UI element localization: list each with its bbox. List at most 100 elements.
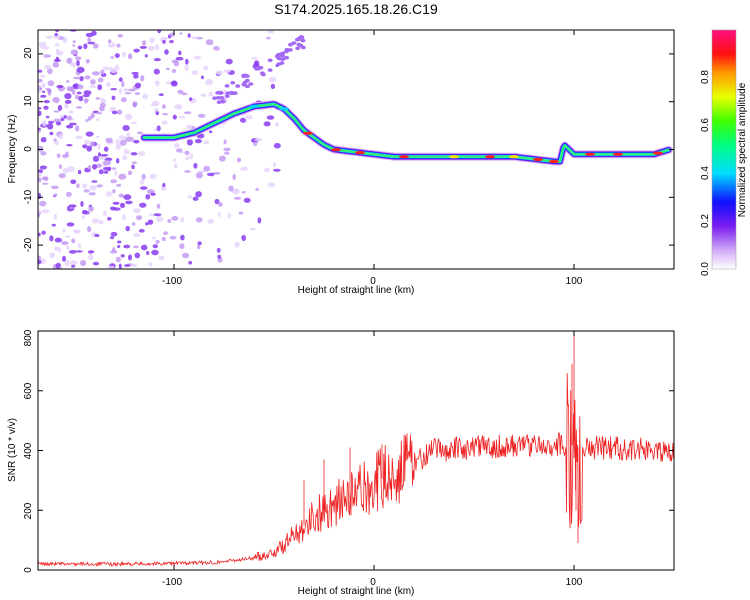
noise-speckle — [291, 41, 297, 45]
noise-speckle — [141, 173, 146, 180]
noise-speckle — [182, 252, 190, 259]
noise-speckle — [175, 56, 184, 61]
noise-speckle — [85, 59, 90, 64]
noise-speckle — [158, 93, 164, 97]
noise-speckle — [116, 158, 120, 164]
noise-speckle — [125, 113, 133, 121]
noise-speckle — [255, 188, 260, 191]
noise-speckle — [53, 213, 58, 220]
noise-speckle — [58, 247, 62, 253]
noise-speckle — [225, 58, 233, 65]
noise-speckle — [97, 143, 101, 150]
noise-speckle — [142, 93, 149, 100]
spectrogram-x-tick: 0 — [370, 276, 376, 287]
noise-speckle — [98, 220, 104, 225]
noise-speckle — [154, 44, 160, 51]
noise-speckle — [77, 45, 83, 50]
noise-speckle — [54, 237, 62, 243]
noise-speckle — [200, 75, 204, 80]
noise-speckle — [156, 216, 164, 222]
noise-speckle — [125, 225, 130, 232]
noise-speckle — [267, 68, 273, 72]
noise-speckle — [134, 252, 141, 259]
noise-speckle — [270, 83, 276, 90]
noise-speckle — [62, 36, 68, 43]
noise-speckle — [57, 104, 63, 111]
noise-speckle — [227, 212, 231, 219]
noise-speckle — [242, 73, 248, 78]
noise-speckle — [122, 51, 127, 58]
noise-speckle — [65, 80, 70, 83]
noise-speckle — [38, 255, 41, 261]
noise-speckle — [177, 89, 184, 95]
noise-speckle — [114, 170, 118, 176]
snr-y-tick: 600 — [23, 382, 34, 399]
noise-speckle — [133, 208, 141, 214]
noise-speckle — [195, 217, 203, 223]
spectral-peak — [449, 155, 459, 159]
noise-speckle — [58, 266, 62, 269]
noise-speckle — [103, 160, 112, 166]
noise-speckle — [96, 135, 100, 139]
noise-speckle — [66, 222, 75, 227]
noise-speckle — [133, 48, 140, 53]
noise-speckle — [223, 89, 227, 96]
noise-speckle — [203, 140, 210, 145]
noise-speckle — [203, 65, 209, 71]
noise-speckle — [92, 164, 97, 170]
noise-speckle — [120, 254, 125, 258]
noise-speckle — [76, 183, 80, 188]
noise-speckle — [156, 203, 161, 209]
noise-speckle — [60, 117, 64, 122]
noise-speckle — [38, 107, 42, 110]
noise-speckle — [68, 87, 75, 92]
noise-speckle — [144, 54, 148, 58]
noise-speckle — [298, 35, 304, 40]
noise-speckle — [107, 39, 112, 44]
noise-speckle — [259, 71, 265, 75]
noise-speckle — [136, 131, 144, 135]
noise-speckle — [47, 80, 55, 87]
noise-speckle — [45, 115, 50, 119]
noise-speckle — [110, 179, 117, 184]
noise-speckle — [61, 241, 69, 245]
spectral-peak — [613, 152, 623, 156]
noise-speckle — [39, 41, 44, 48]
noise-speckle — [64, 93, 72, 100]
noise-speckle — [116, 43, 121, 48]
noise-speckle — [43, 105, 49, 110]
noise-speckle — [39, 165, 48, 170]
noise-speckle — [48, 120, 54, 124]
noise-speckle — [65, 191, 72, 197]
spectral-peak — [303, 131, 313, 135]
noise-speckle — [195, 172, 203, 179]
noise-speckle — [125, 200, 133, 205]
noise-speckle — [56, 50, 64, 56]
noise-speckle — [83, 90, 92, 96]
noise-speckle — [50, 185, 59, 189]
noise-speckle — [115, 139, 120, 144]
spectrogram-x-tick: -100 — [162, 276, 182, 287]
noise-speckle — [39, 200, 47, 207]
noise-speckle — [151, 249, 159, 256]
noise-speckle — [295, 46, 301, 51]
noise-speckle — [112, 42, 116, 48]
noise-speckle — [69, 250, 77, 254]
noise-speckle — [273, 142, 281, 149]
noise-speckle — [81, 215, 86, 219]
noise-speckle — [99, 105, 105, 112]
snr-plot-area — [38, 331, 674, 570]
noise-speckle — [266, 36, 271, 40]
noise-speckle — [134, 82, 142, 89]
noise-speckle — [91, 30, 97, 36]
snr-y-label: SNR (10 * v/v) — [7, 418, 18, 482]
noise-speckle — [90, 79, 96, 85]
noise-speckle — [161, 236, 166, 242]
noise-speckle — [128, 170, 132, 176]
noise-speckle — [38, 232, 41, 237]
noise-speckle — [162, 113, 169, 116]
noise-speckle — [83, 43, 88, 50]
noise-speckle — [123, 264, 131, 267]
noise-speckle — [240, 117, 246, 123]
noise-speckle — [115, 256, 121, 263]
